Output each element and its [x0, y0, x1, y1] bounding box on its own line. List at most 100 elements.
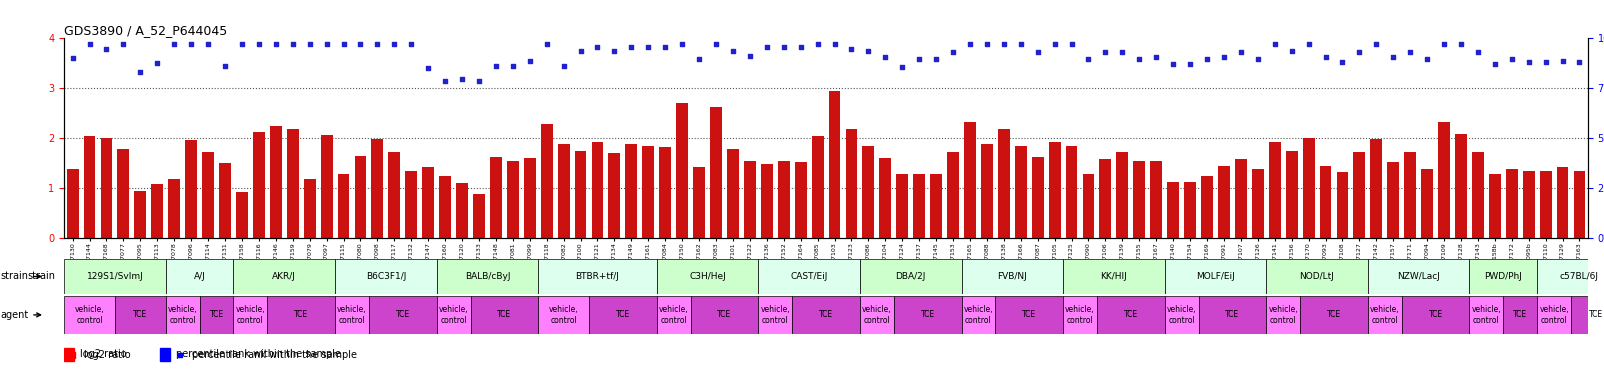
FancyBboxPatch shape: [792, 296, 860, 334]
Bar: [1387, 162, 1399, 238]
FancyBboxPatch shape: [1537, 296, 1570, 334]
Bar: [525, 158, 536, 238]
Point: [1110, 49, 1136, 55]
Point: [1516, 59, 1541, 65]
Text: FVB/NJ: FVB/NJ: [998, 272, 1027, 281]
Point: [127, 69, 154, 75]
FancyBboxPatch shape: [1503, 296, 1537, 334]
Point: [772, 44, 797, 50]
Point: [906, 56, 932, 63]
FancyBboxPatch shape: [589, 296, 656, 334]
Point: [348, 41, 374, 48]
Text: c57BL/6J: c57BL/6J: [1561, 272, 1599, 281]
Bar: [1201, 176, 1213, 238]
Bar: [1506, 169, 1517, 238]
FancyBboxPatch shape: [64, 296, 115, 334]
FancyBboxPatch shape: [64, 259, 165, 294]
Text: vehicle,
control: vehicle, control: [168, 305, 197, 324]
Text: log2 ratio: log2 ratio: [85, 350, 132, 360]
FancyBboxPatch shape: [1469, 259, 1537, 294]
Point: [93, 46, 119, 53]
Text: TCE: TCE: [921, 310, 935, 319]
FancyBboxPatch shape: [961, 259, 1063, 294]
Bar: [1031, 157, 1044, 238]
FancyBboxPatch shape: [165, 259, 234, 294]
Point: [1448, 41, 1474, 48]
Text: BTBR+tf/J: BTBR+tf/J: [576, 272, 619, 281]
Bar: [135, 190, 146, 238]
Text: percentile rank within the sample: percentile rank within the sample: [176, 349, 342, 359]
Point: [687, 56, 712, 63]
Point: [924, 56, 950, 63]
Bar: [1251, 169, 1264, 238]
Text: TCE: TCE: [616, 310, 630, 319]
Point: [279, 41, 305, 48]
Bar: [303, 179, 316, 238]
Bar: [863, 146, 874, 238]
Text: vehicle,
control: vehicle, control: [760, 305, 791, 324]
Point: [1193, 56, 1219, 63]
Bar: [456, 183, 468, 238]
Text: TCE: TCE: [1513, 310, 1527, 319]
Point: [669, 41, 695, 48]
Bar: [184, 140, 197, 238]
Text: TCE: TCE: [396, 310, 411, 319]
FancyBboxPatch shape: [1402, 296, 1469, 334]
Text: vehicle,
control: vehicle, control: [1471, 305, 1501, 324]
Bar: [1269, 142, 1280, 238]
Bar: [337, 174, 350, 238]
Bar: [1421, 169, 1432, 238]
Bar: [1320, 166, 1331, 238]
FancyBboxPatch shape: [115, 296, 165, 334]
Text: TCE: TCE: [1429, 310, 1442, 319]
Point: [59, 55, 85, 61]
Bar: [253, 132, 265, 238]
Bar: [489, 157, 502, 238]
FancyBboxPatch shape: [1368, 259, 1469, 294]
FancyBboxPatch shape: [1537, 259, 1604, 294]
FancyBboxPatch shape: [335, 259, 436, 294]
Bar: [1522, 170, 1535, 238]
Point: [958, 41, 983, 48]
Bar: [1049, 142, 1060, 238]
Bar: [1065, 146, 1078, 238]
Point: [821, 41, 847, 48]
Point: [1330, 59, 1355, 65]
Point: [1229, 49, 1254, 55]
Text: vehicle,
control: vehicle, control: [337, 305, 367, 324]
FancyBboxPatch shape: [1266, 259, 1368, 294]
FancyBboxPatch shape: [961, 296, 996, 334]
Bar: [812, 136, 823, 238]
FancyBboxPatch shape: [1266, 296, 1301, 334]
Point: [873, 54, 898, 60]
Point: [467, 78, 492, 84]
Point: [229, 41, 255, 48]
Bar: [269, 126, 282, 238]
Text: C3H/HeJ: C3H/HeJ: [690, 272, 727, 281]
Point: [144, 60, 170, 66]
Point: [1160, 61, 1185, 68]
Bar: [117, 149, 130, 238]
Bar: [1099, 159, 1112, 238]
Point: [839, 46, 865, 53]
Point: [889, 64, 914, 70]
Text: percentile rank within the sample: percentile rank within the sample: [192, 350, 358, 360]
FancyBboxPatch shape: [539, 296, 589, 334]
Bar: [829, 91, 840, 238]
Bar: [1439, 122, 1450, 238]
Text: vehicle,
control: vehicle, control: [964, 305, 993, 324]
Bar: [1370, 139, 1383, 238]
Bar: [897, 174, 908, 238]
FancyBboxPatch shape: [893, 296, 961, 334]
Text: NZW/LacJ: NZW/LacJ: [1397, 272, 1440, 281]
Text: TCE: TCE: [820, 310, 832, 319]
Point: [431, 78, 459, 84]
Point: [525, 131, 550, 137]
Text: TCE: TCE: [1022, 310, 1036, 319]
Bar: [913, 174, 926, 238]
Text: GDS3890 / A_52_P644045: GDS3890 / A_52_P644045: [64, 24, 228, 37]
Bar: [879, 158, 892, 238]
Point: [1549, 58, 1575, 64]
Bar: [946, 152, 959, 238]
Bar: [982, 144, 993, 238]
